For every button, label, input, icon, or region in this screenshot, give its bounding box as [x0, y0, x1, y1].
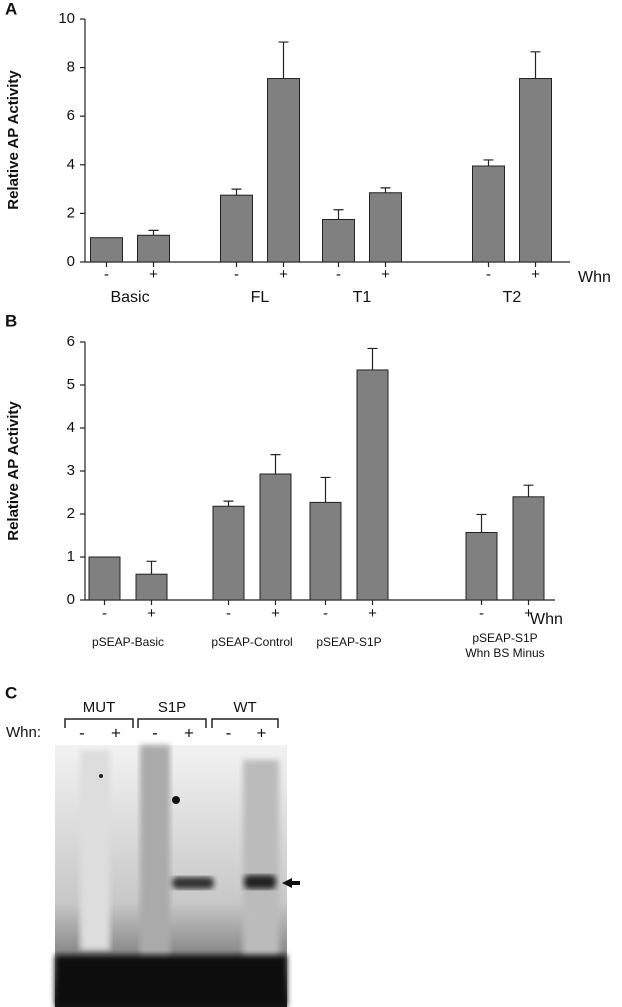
series-label: +	[524, 605, 533, 622]
lane-sign: +	[111, 723, 121, 742]
y-tick-label: 2	[67, 505, 75, 522]
category-label: FL	[251, 289, 270, 306]
series-label: +	[381, 266, 390, 283]
bar	[220, 194, 253, 263]
y-tick-label: 0	[67, 253, 75, 270]
lane-sign: +	[257, 723, 267, 742]
bar	[137, 234, 170, 263]
panel-label: A	[5, 0, 17, 18]
y-tick-label: 10	[58, 10, 75, 27]
series-label: +	[279, 266, 288, 283]
y-tick-label: 6	[67, 107, 75, 124]
y-tick-label: 1	[67, 548, 75, 565]
error-bar	[278, 41, 289, 79]
series-label: +	[368, 605, 377, 622]
error-bar	[223, 500, 234, 507]
y-tick-label: 5	[67, 376, 75, 393]
series-label: -	[234, 266, 239, 283]
panel-label: C	[5, 683, 17, 702]
y-tick-label: 3	[67, 462, 75, 479]
bar	[90, 237, 123, 263]
lane-sign: +	[184, 723, 194, 742]
gel-whn-label: Whn:	[6, 724, 41, 741]
series-label: -	[102, 605, 107, 622]
panel-label: B	[5, 311, 17, 330]
series-label: +	[531, 266, 540, 283]
error-bar	[146, 560, 157, 575]
y-tick-label: 0	[67, 591, 75, 608]
error-bar	[231, 188, 242, 196]
category-label: pSEAP-S1P Whn BS Minus	[465, 631, 544, 660]
error-bar	[476, 513, 487, 533]
band	[172, 877, 214, 889]
series-label: -	[226, 605, 231, 622]
y-tick-label: 4	[67, 156, 75, 173]
category-label: pSEAP-Control	[211, 635, 292, 649]
bar	[465, 531, 498, 601]
series-label: +	[147, 605, 156, 622]
error-bar	[333, 209, 344, 220]
category-label: T1	[353, 289, 372, 306]
error-bar	[367, 347, 378, 370]
bar	[267, 78, 300, 263]
lane-sign: -	[226, 723, 232, 742]
y-tick-label: 4	[67, 419, 75, 436]
bar	[309, 501, 342, 601]
lane-bracket	[64, 718, 134, 728]
gel-image	[55, 745, 300, 1007]
y-axis-label: Relative AP Activity	[5, 70, 22, 210]
bar	[135, 573, 168, 601]
bar	[519, 78, 552, 263]
category-label: Basic	[110, 289, 149, 306]
x-axis-label: Whn	[530, 611, 563, 628]
bar	[356, 369, 389, 601]
lane-sign: -	[79, 723, 85, 742]
error-bar	[523, 484, 534, 497]
y-axis-label: Relative AP Activity	[5, 401, 22, 541]
lane-label: MUT	[83, 699, 116, 716]
bar	[212, 505, 245, 601]
error-bar	[270, 454, 281, 475]
band	[244, 875, 276, 889]
series-label: -	[336, 266, 341, 283]
bar	[259, 473, 292, 601]
error-bar	[148, 229, 159, 236]
bar	[88, 556, 121, 601]
series-label: -	[104, 266, 109, 283]
series-label: -	[479, 605, 484, 622]
series-label: +	[271, 605, 280, 622]
bar	[322, 218, 355, 263]
error-bar	[380, 187, 391, 193]
series-label: +	[149, 266, 158, 283]
error-bar	[483, 159, 494, 167]
error-bar	[320, 476, 331, 503]
lane-label: S1P	[158, 699, 186, 716]
lane-sign: -	[152, 723, 158, 742]
lane-bracket	[137, 718, 207, 728]
y-tick-label: 6	[67, 333, 75, 350]
lane-label: WT	[233, 699, 256, 716]
bar	[472, 165, 505, 263]
series-label: -	[486, 266, 491, 283]
category-label: pSEAP-S1P	[316, 635, 381, 649]
lane-bracket	[211, 718, 279, 728]
x-axis-label: Whn	[578, 269, 611, 286]
series-label: -	[323, 605, 328, 622]
y-tick-label: 2	[67, 204, 75, 221]
bar	[369, 192, 402, 263]
error-bar	[530, 51, 541, 79]
y-tick-label: 8	[67, 59, 75, 76]
bar	[512, 496, 545, 601]
category-label: pSEAP-Basic	[92, 635, 164, 649]
category-label: T2	[503, 289, 522, 306]
arrow	[282, 878, 300, 888]
